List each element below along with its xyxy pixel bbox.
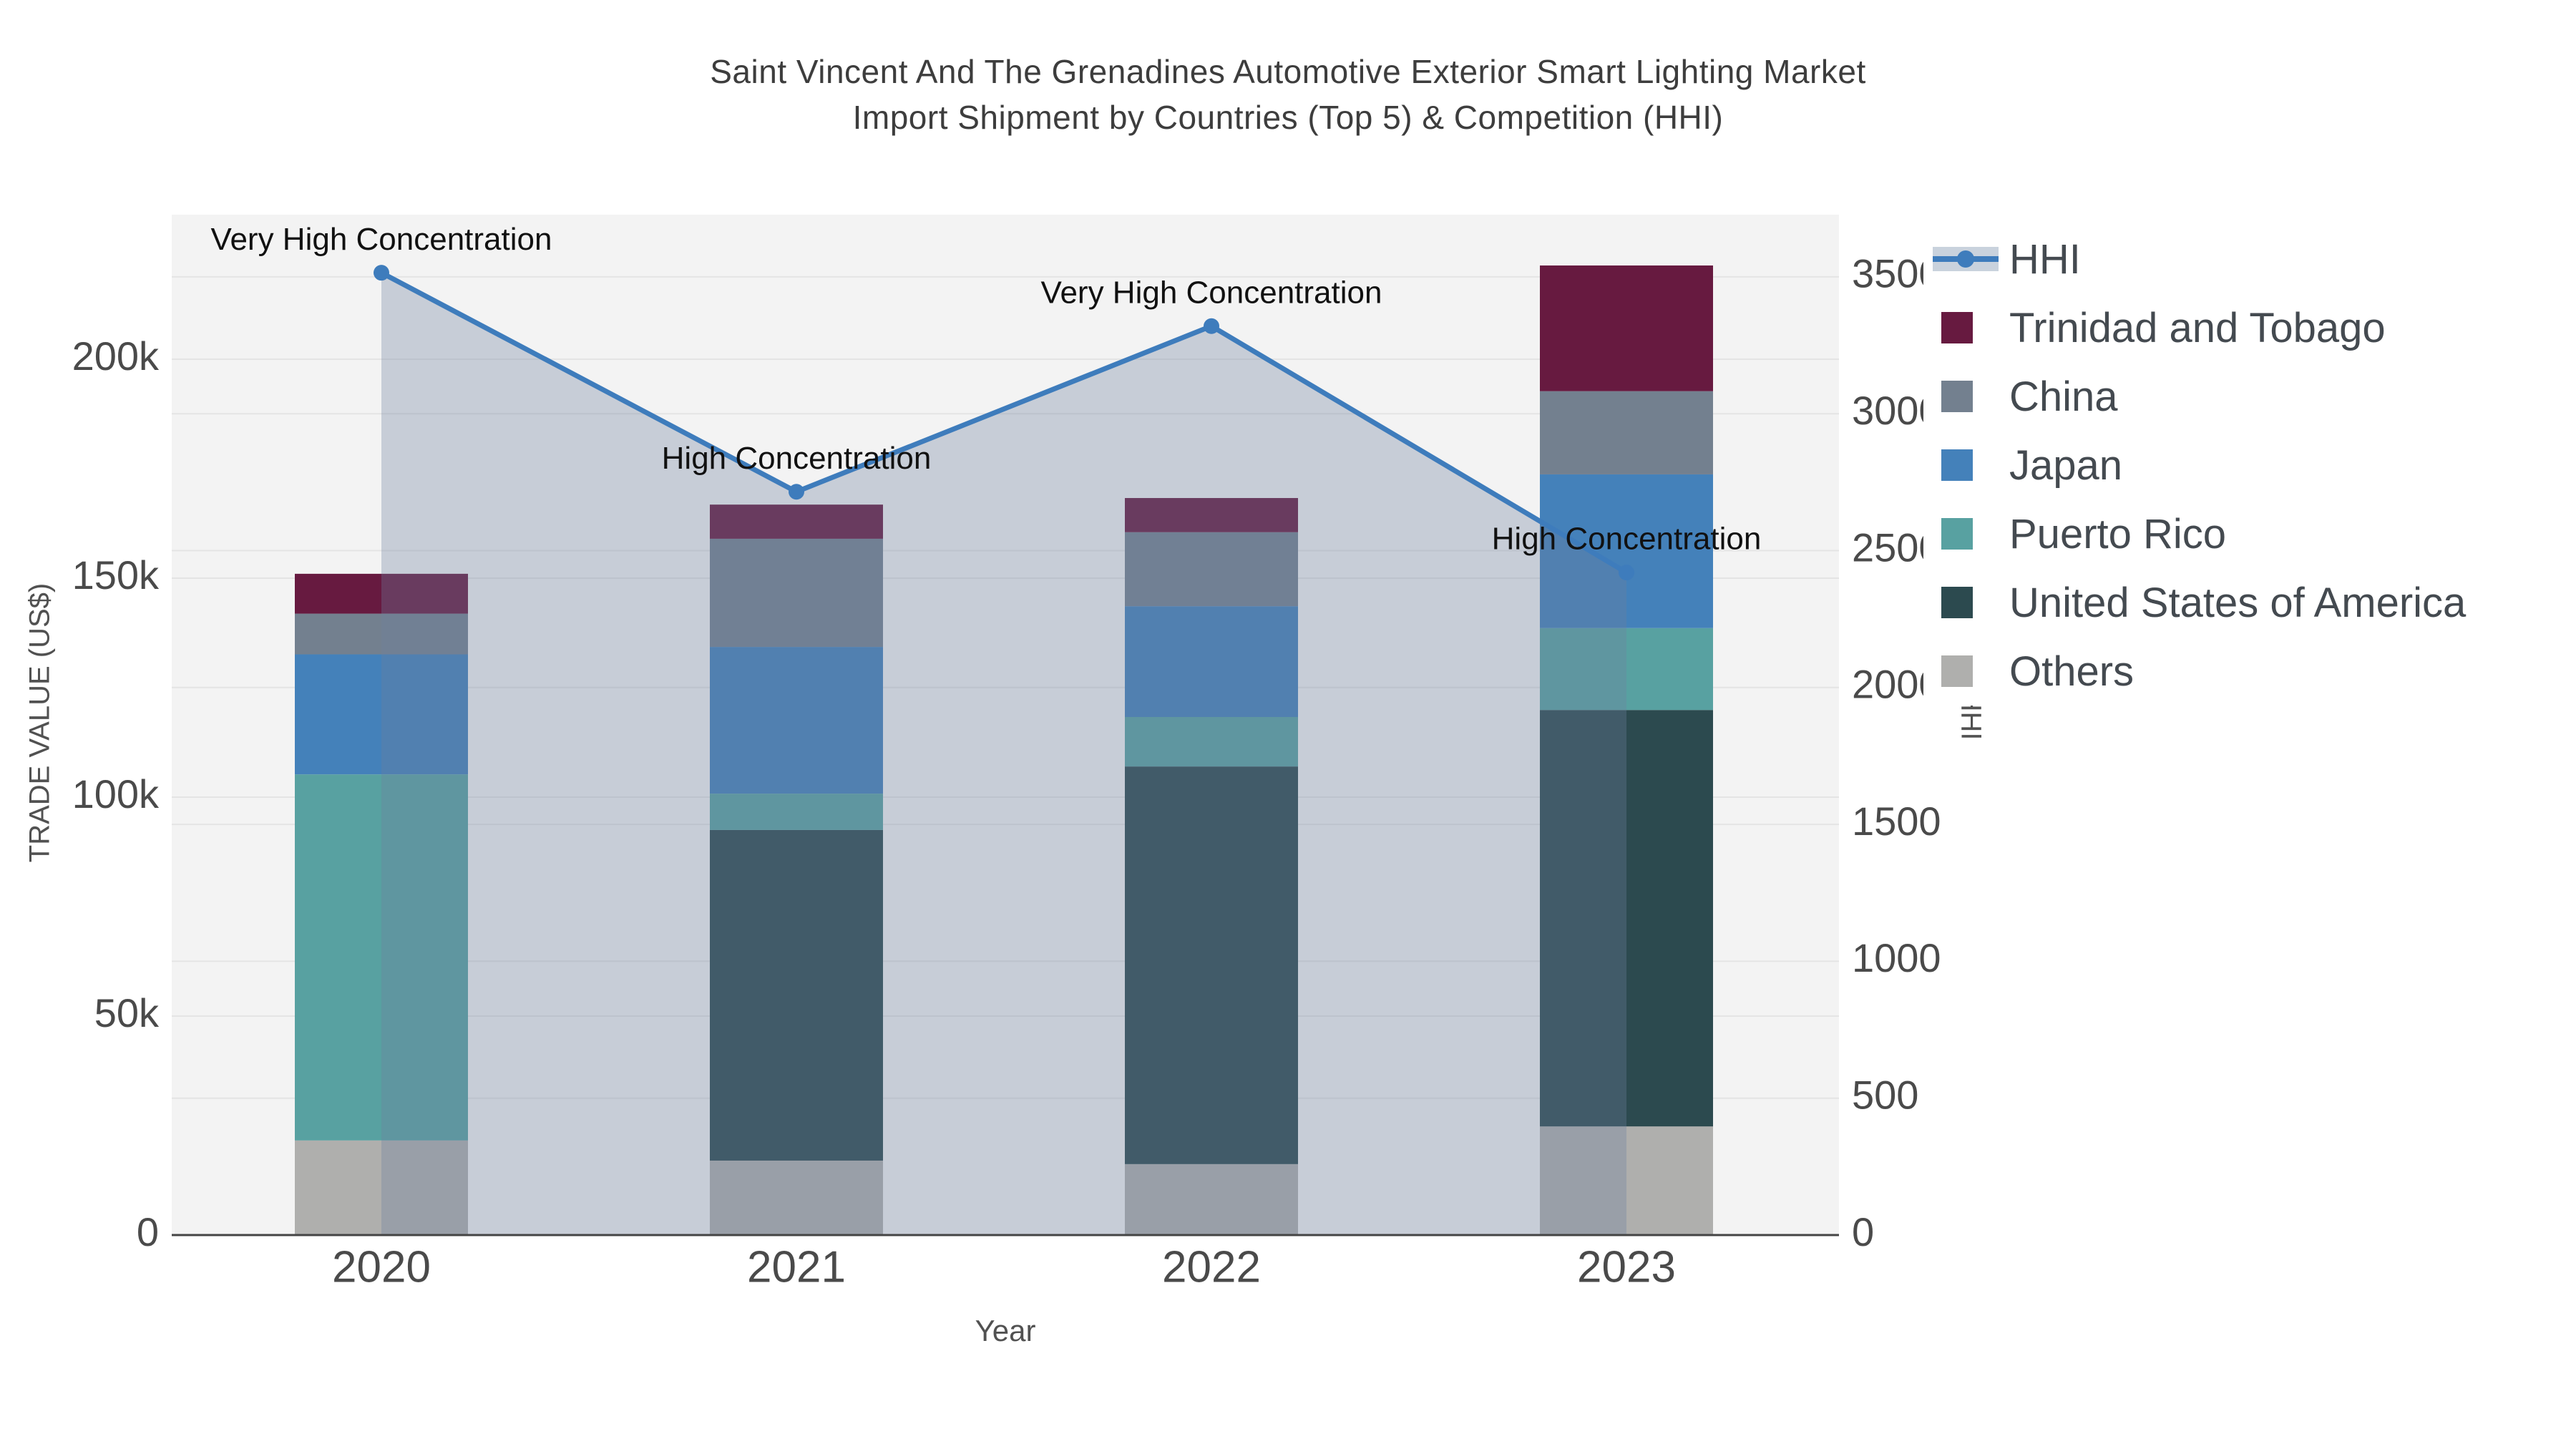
y2-tick-1500: 1500 (1852, 799, 1941, 844)
legend-label-hhi: HHI (2009, 235, 2081, 283)
legend-swatch-united-states-of-america (1941, 587, 1973, 618)
legend-swatch-china (1941, 381, 1973, 412)
annotation-2020: Very High Concentration (211, 222, 552, 257)
chart-title-line1: Saint Vincent And The Grenadines Automot… (710, 53, 1866, 90)
bar-segment-2022-united-states-of-america[interactable] (1125, 766, 1298, 1164)
hhi-marker-2022[interactable] (1204, 318, 1219, 334)
bar-segment-2023-china[interactable] (1540, 391, 1713, 474)
x-tick-2022: 2022 (1162, 1242, 1261, 1292)
legend-swatch-puerto-rico (1941, 518, 1973, 550)
bar-segment-2020-others[interactable] (295, 1140, 468, 1235)
hhi-marker-sample (1957, 250, 1974, 268)
hhi-line-sample-icon (1923, 225, 2009, 293)
legend-item-others[interactable]: Others (1923, 637, 2569, 706)
bar-segment-2021-others[interactable] (710, 1160, 883, 1235)
legend-item-japan[interactable]: Japan (1923, 431, 2569, 499)
annotation-2022: Very High Concentration (1041, 275, 1382, 310)
chart-title: Saint Vincent And The Grenadines Automot… (0, 49, 2576, 140)
annotation-2021: High Concentration (662, 441, 932, 476)
bar-segment-2023-puerto-rico[interactable] (1540, 628, 1713, 711)
legend-label-china: China (2009, 373, 2118, 420)
bar-segment-2023-united-states-of-america[interactable] (1540, 710, 1713, 1127)
y-tick-200k: 200k (72, 333, 160, 379)
chart-title-line2: Import Shipment by Countries (Top 5) & C… (852, 99, 1724, 136)
y-tick-0: 0 (137, 1209, 159, 1254)
bar-segment-2021-china[interactable] (710, 538, 883, 648)
hhi-area-fill (381, 273, 1626, 1235)
bar-segment-2020-trinidad-and-tobago[interactable] (295, 573, 468, 614)
bar-segment-2023-trinidad-and-tobago[interactable] (1540, 265, 1713, 391)
x-tick-2021: 2021 (747, 1242, 846, 1292)
bar-segment-2021-japan[interactable] (710, 647, 883, 794)
legend-item-united-states-of-america[interactable]: United States of America (1923, 568, 2569, 637)
bar-segment-2020-puerto-rico[interactable] (295, 774, 468, 1141)
hhi-marker-2021[interactable] (789, 484, 804, 500)
bar-segment-2021-trinidad-and-tobago[interactable] (710, 504, 883, 539)
bar-segment-2022-trinidad-and-tobago[interactable] (1125, 498, 1298, 532)
legend-item-trinidad-and-tobago[interactable]: Trinidad and Tobago (1923, 293, 2569, 362)
hhi-marker-2023[interactable] (1619, 565, 1634, 581)
bar-segment-2020-japan[interactable] (295, 654, 468, 775)
bar-segment-2022-china[interactable] (1125, 532, 1298, 607)
x-tick-2020: 2020 (332, 1242, 431, 1292)
legend-label-japan: Japan (2009, 441, 2123, 489)
y2-tick-500: 500 (1852, 1072, 1918, 1117)
hhi-marker-2020[interactable] (374, 265, 389, 281)
y-tick-50k: 50k (94, 990, 160, 1035)
legend-label-trinidad-and-tobago: Trinidad and Tobago (2009, 304, 2386, 351)
legend-label-others: Others (2009, 648, 2135, 695)
y-tick-150k: 150k (72, 552, 160, 597)
legend-item-puerto-rico[interactable]: Puerto Rico (1923, 499, 2569, 568)
legend-swatch-others (1941, 655, 1973, 687)
legend-swatch-trinidad-and-tobago (1941, 312, 1973, 343)
bar-segment-2021-united-states-of-america[interactable] (710, 829, 883, 1161)
annotation-2023: High Concentration (1492, 522, 1762, 557)
hhi-line[interactable] (380, 270, 1628, 575)
y-tick-100k: 100k (72, 771, 160, 816)
x-axis-title: Year (975, 1314, 1036, 1347)
bar-segment-2020-china[interactable] (295, 613, 468, 655)
y-axis-title: TRADE VALUE (US$) (24, 583, 56, 862)
bar-segment-2022-others[interactable] (1125, 1163, 1298, 1235)
bar-segment-2022-japan[interactable] (1125, 606, 1298, 718)
bar-segment-2023-japan[interactable] (1540, 474, 1713, 628)
bar-segment-2021-puerto-rico[interactable] (710, 794, 883, 830)
legend-item-hhi[interactable]: HHI (1923, 225, 2569, 293)
y2-tick-0: 0 (1852, 1209, 1874, 1254)
bar-segment-2023-others[interactable] (1540, 1126, 1713, 1235)
y2-tick-1000: 1000 (1852, 935, 1941, 980)
legend-swatch-japan (1941, 449, 1973, 481)
legend-item-china[interactable]: China (1923, 362, 2569, 431)
bar-segment-2022-puerto-rico[interactable] (1125, 717, 1298, 767)
legend-label-puerto-rico: Puerto Rico (2009, 510, 2227, 557)
legend: HHI Trinidad and Tobago China Japan Puerto R… (1923, 225, 2569, 706)
x-tick-2023: 2023 (1577, 1242, 1676, 1292)
legend-label-united-states-of-america: United States of America (2009, 579, 2467, 626)
